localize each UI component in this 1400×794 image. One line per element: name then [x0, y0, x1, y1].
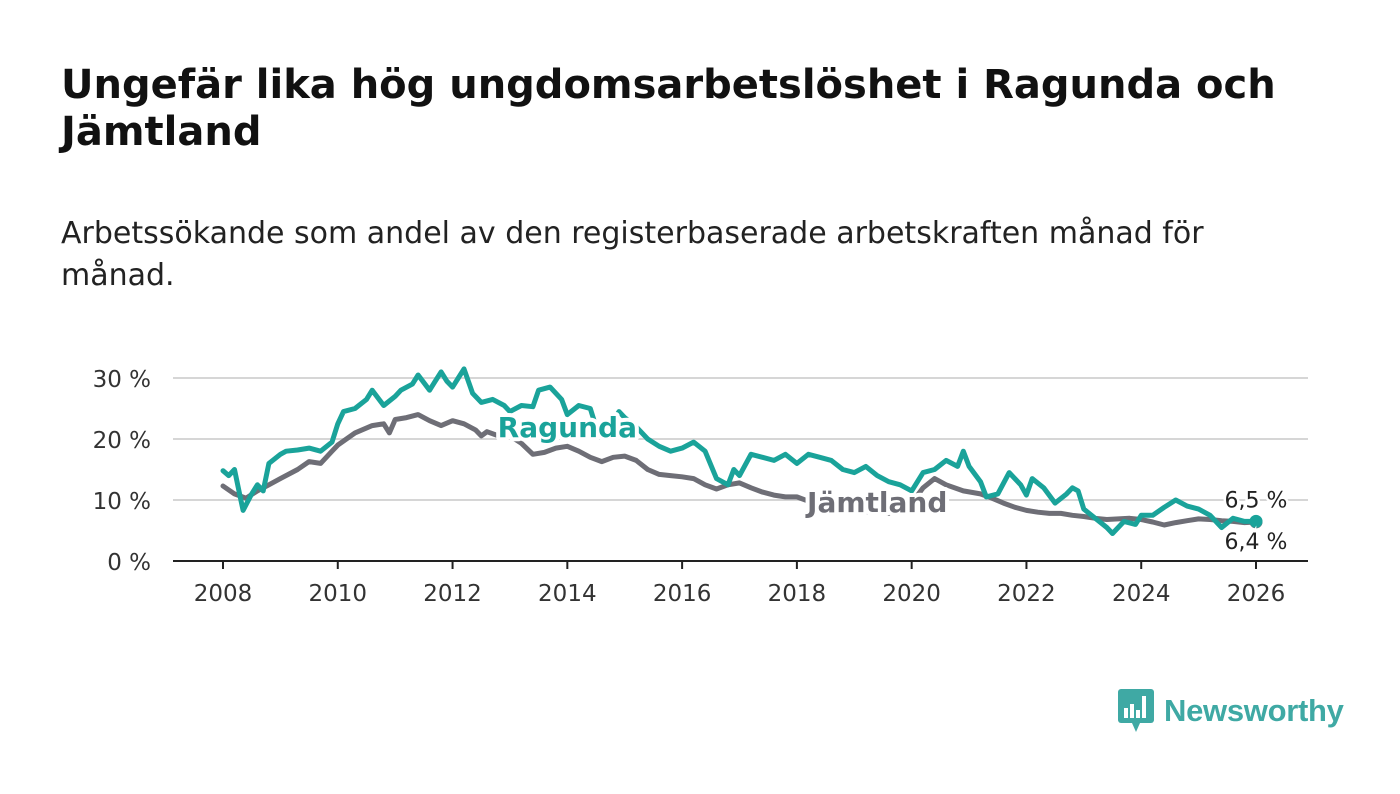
series-lines: [220, 366, 1263, 536]
x-tick-label-2024: 2024: [1112, 581, 1171, 607]
x-tick-label-2022: 2022: [997, 581, 1056, 607]
x-tick-label-2026: 2026: [1227, 581, 1286, 607]
y-tick-label-30: 30 %: [93, 367, 151, 393]
gridlines: [173, 377, 1308, 501]
x-axis-tick-labels: 2008 2010 2012 2014 2016 2018 2020 2022 2024 2026: [194, 581, 1286, 607]
x-axis: [173, 560, 1308, 569]
chart-subtitle: Arbetssökande som andel av den registerb…: [61, 216, 1204, 293]
series-label-jamtland: Jämtland: [805, 486, 947, 519]
end-value-label-ragunda: 6,5 %: [1225, 488, 1288, 513]
newsworthy-logo: Newsworthy: [1118, 689, 1344, 733]
end-value-label-jamtland: 6,4 %: [1225, 530, 1288, 555]
series-line-ragunda: [220, 366, 1259, 536]
x-tick-label-2014: 2014: [538, 581, 597, 607]
series-labels: Jämtland Ragunda 6,4 % 6,5 %: [494, 407, 1290, 558]
x-tick-label-2020: 2020: [882, 581, 941, 607]
y-axis-tick-labels: 0 % 10 % 20 % 30 %: [93, 367, 151, 576]
series-line-jamtland: [220, 412, 1259, 528]
x-tick-label-2010: 2010: [309, 581, 368, 607]
brand-name: Newsworthy: [1164, 693, 1344, 728]
endpoint-marker-ragunda: [1249, 514, 1263, 528]
y-tick-label-0: 0 %: [107, 550, 151, 576]
x-tick-label-2016: 2016: [653, 581, 712, 607]
x-tick-label-2008: 2008: [194, 581, 253, 607]
series-label-ragunda: Ragunda: [498, 411, 637, 444]
y-tick-label-20: 20 %: [93, 428, 151, 454]
x-tick-label-2018: 2018: [768, 581, 827, 607]
x-tick-label-2012: 2012: [423, 581, 482, 607]
chart-title: Ungefär lika hög ungdomsarbetslöshet i R…: [61, 62, 1276, 155]
y-tick-label-10: 10 %: [93, 489, 151, 515]
newsworthy-logo-icon: [1118, 689, 1154, 732]
